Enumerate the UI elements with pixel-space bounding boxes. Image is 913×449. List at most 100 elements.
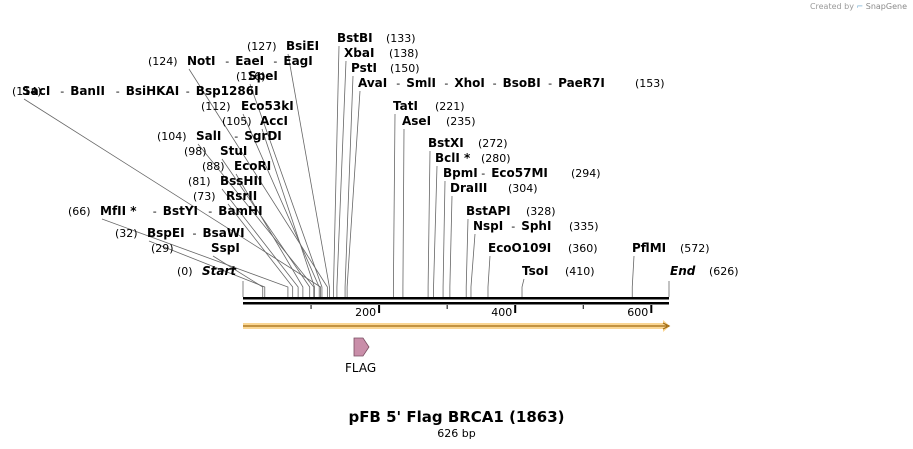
site-leader-line [392, 113, 396, 297]
enzyme-name[interactable]: BsiEI [286, 39, 319, 53]
site-bsiei[interactable]: (127) BsiEI [247, 39, 319, 53]
enzyme-name[interactable]: SspI [211, 241, 240, 255]
name-separator: - [396, 77, 400, 90]
enzyme-name[interactable]: EagI [283, 54, 312, 68]
sequence-length: 626 bp [437, 427, 476, 440]
site-pflmi[interactable]: (572) PflMI [632, 241, 710, 255]
enzyme-name[interactable]: XbaI [344, 46, 374, 60]
site-position: (104) [157, 130, 187, 143]
name-separator: - [225, 55, 229, 68]
enzyme-name[interactable]: BstBI [337, 31, 373, 45]
enzyme-name[interactable]: DraIII [450, 181, 487, 195]
enzyme-name[interactable]: BclI * [435, 151, 471, 165]
enzyme-name[interactable]: Eco57MI [491, 166, 548, 180]
site-nspi[interactable]: (335) NspI - SphI [473, 219, 599, 233]
name-separator: - [60, 85, 64, 98]
enzyme-name[interactable]: BamHI [218, 204, 262, 218]
enzyme-name[interactable]: PflMI [632, 241, 666, 255]
enzyme-name[interactable]: EcoO109I [488, 241, 551, 255]
site-avai[interactable]: (153)AvaI - SmlI - XhoI - BsoBI - PaeR7I [358, 76, 665, 90]
enzyme-name[interactable]: BanII [70, 84, 105, 98]
enzyme-name[interactable]: Eco53kI [241, 99, 294, 113]
site-bsshii[interactable]: (81) BssHII [188, 174, 262, 188]
enzyme-name[interactable]: AccI [260, 114, 288, 128]
site-bstxi[interactable]: (272) BstXI [428, 136, 508, 150]
site-tsoi[interactable]: (410) TsoI [522, 264, 595, 278]
site-acci[interactable]: (105) AccI [222, 114, 288, 128]
enzyme-name[interactable]: BpmI [443, 166, 478, 180]
site-asei[interactable]: (235) AseI [402, 114, 476, 128]
site-bcli[interactable]: (280) BclI * [435, 151, 511, 165]
enzyme-name[interactable]: NspI [473, 219, 503, 233]
site-leader-line [336, 60, 347, 297]
enzyme-name[interactable]: AseI [402, 114, 431, 128]
enzyme-name[interactable]: BssHII [220, 174, 262, 188]
site-sspi[interactable]: (29) SspI [151, 241, 240, 255]
enzyme-name[interactable]: PstI [351, 61, 377, 75]
enzyme-name[interactable]: StuI [220, 144, 247, 158]
enzyme-name[interactable]: PaeR7I [558, 76, 605, 90]
site-draiii[interactable]: (304) DraIII [450, 181, 538, 195]
enzyme-name[interactable]: SpeI [248, 69, 278, 83]
enzyme-name[interactable]: BstAPI [466, 204, 511, 218]
enzyme-name[interactable]: BspEI [147, 226, 185, 240]
site-noti[interactable]: (124) NotI - EaeI - EagI [148, 54, 313, 68]
site-bpmi[interactable]: (294) BpmI - Eco57MI [443, 166, 601, 180]
backbone-top-strand [243, 297, 669, 300]
site-stui[interactable]: (98) StuI [184, 144, 247, 158]
site-spei[interactable]: (116)SpeI [236, 69, 278, 83]
site-saci[interactable]: (114)SacI - BanII - BsiHKAI - Bsp1286I [12, 84, 259, 98]
enzyme-name[interactable]: BsoBI [503, 76, 541, 90]
site-leader-line [465, 218, 469, 297]
site-ecoo109i[interactable]: (360) EcoO109I [488, 241, 598, 255]
enzyme-name[interactable]: EaeI [235, 54, 264, 68]
site-leader-line [197, 143, 315, 297]
site-ecori[interactable]: (88) EcoRI [202, 159, 271, 173]
orf-arrow-line[interactable] [243, 322, 671, 330]
enzyme-name[interactable]: End [670, 264, 696, 278]
site-position: (572) [680, 242, 710, 255]
site-sali[interactable]: (104) SalI - SgrDI [157, 129, 282, 143]
enzyme-name[interactable]: BsaWI [203, 226, 245, 240]
enzyme-name[interactable]: NotI [187, 54, 216, 68]
enzyme-name[interactable]: SacI [22, 84, 50, 98]
feature-flag[interactable]: FLAG [345, 337, 376, 375]
enzyme-name[interactable]: Start [202, 264, 237, 278]
enzyme-name[interactable]: XhoI [454, 76, 485, 90]
site-eco53ki[interactable]: (112) Eco53kI [201, 99, 294, 113]
name-separator: - [548, 77, 552, 90]
enzyme-name[interactable]: SphI [521, 219, 551, 233]
site-mfii[interactable]: (66) MfII * - BstYI - BamHI [68, 204, 263, 218]
site-leader-line [148, 240, 266, 297]
enzyme-name[interactable]: SgrDI [244, 129, 282, 143]
site-rsrii[interactable]: (73) RsrII [193, 189, 257, 203]
site-xbai[interactable]: (138) XbaI [344, 46, 419, 60]
site-position: (150) [390, 62, 420, 75]
enzyme-name[interactable]: BstXI [428, 136, 464, 150]
site-tati[interactable]: (221) TatI [393, 99, 465, 113]
site-position: (98) [184, 145, 207, 158]
enzyme-name[interactable]: SmlI [406, 76, 436, 90]
enzyme-name[interactable]: TatI [393, 99, 418, 113]
name-separator: - [481, 167, 485, 180]
site-bstbi[interactable]: (133) BstBI [337, 31, 416, 45]
enzyme-name[interactable]: RsrII [226, 189, 257, 203]
site-start[interactable]: (0) Start [177, 264, 237, 278]
enzyme-name[interactable]: Bsp1286I [196, 84, 259, 98]
site-bspei[interactable]: (32) BspEI - BsaWI [115, 226, 245, 240]
enzyme-name[interactable]: MfII * [100, 204, 137, 218]
enzyme-name[interactable]: SalI [196, 129, 221, 143]
enzyme-name[interactable]: BstYI [163, 204, 198, 218]
enzyme-name[interactable]: EcoRI [234, 159, 271, 173]
site-position: (105) [222, 115, 252, 128]
enzyme-name[interactable]: TsoI [522, 264, 548, 278]
site-position: (29) [151, 242, 174, 255]
site-psti[interactable]: (150) PstI [351, 61, 420, 75]
site-end[interactable]: (626) End [670, 264, 739, 278]
position-ruler: 200 400 600 [310, 305, 653, 319]
site-bstapi[interactable]: (328) BstAPI [466, 204, 556, 218]
enzyme-name[interactable]: BsiHKAI [126, 84, 180, 98]
enzyme-name[interactable]: AvaI [358, 76, 387, 90]
feature-arrow[interactable] [353, 337, 370, 357]
